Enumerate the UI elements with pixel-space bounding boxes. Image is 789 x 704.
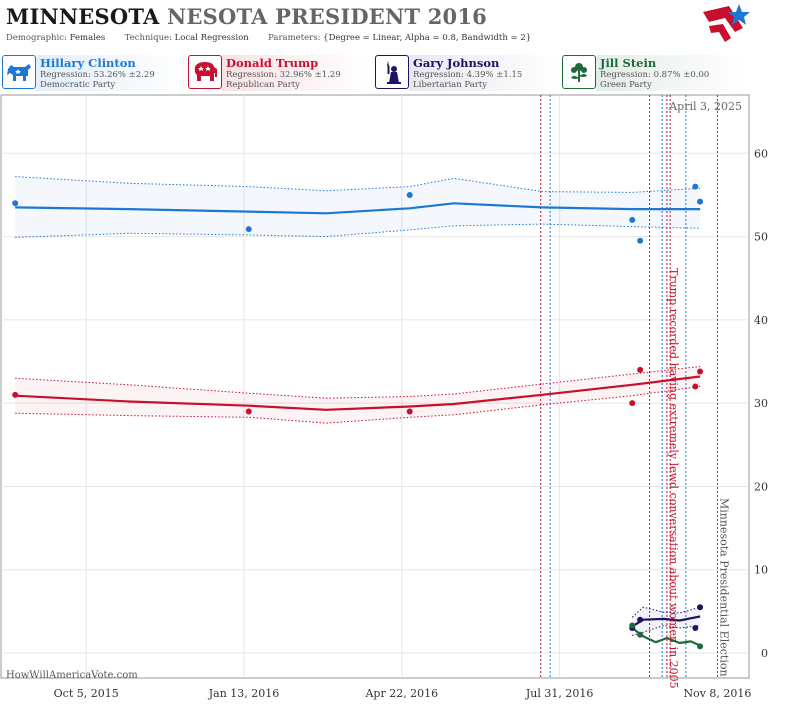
confidence-upper — [15, 366, 701, 399]
poll-point — [637, 366, 644, 373]
poll-point — [406, 191, 413, 198]
candidate-stein: Jill Stein Regression: 0.87% ±0.00 Green… — [562, 55, 747, 93]
elephant-icon — [188, 55, 222, 89]
y-tick-label: 20 — [754, 480, 768, 493]
gridlines — [1, 95, 749, 678]
poll-point — [629, 400, 636, 407]
y-tick-label: 40 — [754, 314, 768, 327]
x-tick-label: Apr 22, 2016 — [364, 687, 438, 700]
poll-point — [637, 616, 644, 623]
candidate-johnson: Gary Johnson Regression: 4.39% ±1.15 Lib… — [375, 55, 560, 93]
poll-point — [692, 625, 699, 632]
demographic-label: Demographic: — [6, 33, 67, 43]
technique-label: Technique: — [124, 33, 172, 43]
site-logo-icon — [703, 4, 750, 42]
poll-point — [629, 216, 636, 223]
poll-point — [697, 368, 704, 375]
event-label: Minnesota Presidential Election — [717, 498, 730, 677]
confidence-upper — [631, 606, 701, 618]
x-tick-label: Jul 31, 2016 — [525, 687, 594, 700]
poll-point — [12, 391, 19, 398]
parameters-label: Parameters: — [268, 33, 321, 43]
page-title: MINNESOTA NESOTA PRESIDENT 2016 — [6, 4, 487, 29]
y-tick-label: 50 — [754, 231, 768, 244]
poll-point — [12, 200, 19, 207]
confidence-upper — [15, 176, 701, 193]
regression-line — [15, 375, 701, 411]
poll-point — [637, 237, 644, 244]
poll-point — [697, 604, 704, 611]
candidate-clinton: Hillary Clinton Regression: 53.26% ±2.29… — [2, 55, 187, 93]
donkey-icon — [2, 55, 36, 89]
flower-icon — [562, 55, 596, 89]
poll-point — [692, 183, 699, 190]
parameters-value: {Degree = Linear, Alpha = 0.8, Bandwidth… — [323, 33, 532, 43]
event-label: Trump recorded having extremely lewd con… — [667, 268, 680, 689]
title-race: NESOTA PRESIDENT 2016 — [167, 4, 487, 29]
candidate-regression: Regression: 32.96% ±1.29 — [226, 70, 341, 80]
poll-point — [692, 383, 699, 390]
regression-line — [631, 627, 701, 647]
poll-point — [406, 408, 413, 415]
poll-points — [12, 183, 704, 650]
poll-point — [697, 643, 704, 650]
confidence-band — [15, 366, 701, 424]
parameters-line: Demographic: Females Technique: Local Re… — [6, 33, 531, 43]
candidate-name: Hillary Clinton — [40, 56, 136, 70]
event-lines — [540, 95, 718, 678]
candidate-regression: Regression: 4.39% ±1.15 — [413, 70, 523, 80]
confidence-band — [632, 607, 701, 636]
y-axis-ticks: 0 10 20 30 40 50 60 — [754, 147, 768, 660]
regression-lines — [15, 202, 701, 647]
candidate-regression: Regression: 53.26% ±2.29 — [40, 70, 155, 80]
confidence-bands — [15, 176, 701, 636]
technique-value: Local Regression — [174, 33, 249, 43]
watermark: HowWillAmericaVote.com — [6, 670, 138, 681]
y-tick-label: 10 — [754, 564, 768, 577]
x-tick-label: Jan 13, 2016 — [208, 687, 280, 700]
poll-point — [637, 631, 644, 638]
y-tick-label: 0 — [761, 647, 768, 660]
poll-point — [629, 622, 636, 629]
candidate-trump: Donald Trump Regression: 32.96% ±1.29 Re… — [188, 55, 373, 93]
poll-point — [697, 198, 704, 205]
title-state: MINNESOTA — [6, 4, 160, 29]
candidate-party: Republican Party — [226, 80, 300, 90]
candidate-name: Gary Johnson — [413, 56, 500, 70]
candidate-regression: Regression: 0.87% ±0.00 — [600, 70, 710, 80]
candidate-name: Donald Trump — [226, 56, 319, 70]
x-axis-ticks: Oct 5, 2015 Jan 13, 2016 Apr 22, 2016 Jul 3… — [54, 687, 752, 700]
candidate-party: Green Party — [600, 80, 652, 90]
confidence-band — [15, 176, 701, 238]
x-tick-label: Nov 8, 2016 — [683, 687, 751, 700]
regression-line — [15, 202, 701, 215]
x-tick-label: Oct 5, 2015 — [54, 687, 119, 700]
y-tick-label: 60 — [754, 147, 768, 160]
poll-point — [245, 226, 252, 233]
poll-point — [245, 408, 252, 415]
demographic-value: Females — [69, 33, 106, 43]
event-labels: Trump recorded having extremely lewd con… — [667, 268, 730, 689]
candidate-name: Jill Stein — [600, 56, 657, 70]
liberty-torch-icon — [375, 55, 409, 89]
confidence-lower — [15, 386, 701, 424]
today-label: April 3, 2025 — [668, 100, 742, 113]
candidate-party: Libertarian Party — [413, 80, 488, 90]
y-tick-label: 30 — [754, 397, 768, 410]
candidate-party: Democratic Party — [40, 80, 116, 90]
